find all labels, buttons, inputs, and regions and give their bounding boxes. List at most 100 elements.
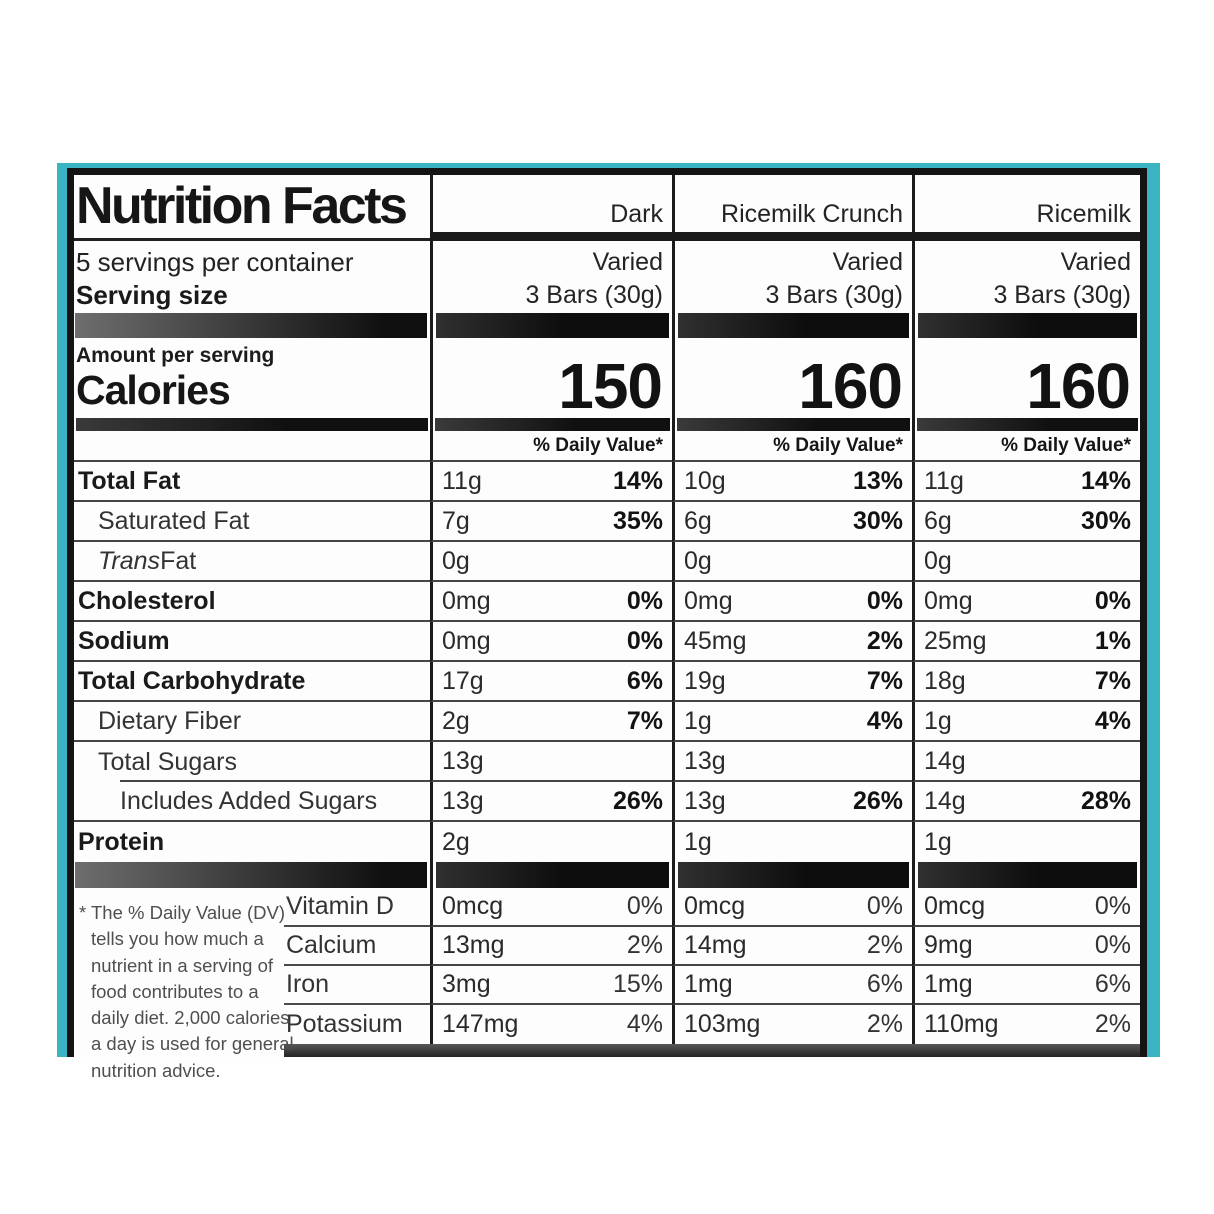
nutrient-label: Dietary Fiber (74, 702, 430, 742)
vitamin-dv: 2% (866, 931, 903, 959)
divider-bar (912, 418, 1140, 431)
label-title: Nutrition Facts (74, 175, 430, 241)
vitamin-cell: 14mg 2% (672, 927, 912, 966)
vitamin-amount: 147mg (442, 1010, 519, 1038)
nutrient-dv: 2% (866, 626, 903, 655)
nutrient-cell: 7g 35% (430, 502, 672, 542)
serving-info-col: Varied 3 Bars (30g) (912, 241, 1140, 313)
divider-bar (430, 862, 672, 888)
divider-bar (912, 313, 1140, 338)
vitamins-section: * The % Daily Value (DV) tells you how m… (74, 888, 1140, 1081)
vitamin-cell: 0mcg 0% (912, 888, 1140, 927)
nutrient-amount: 11g (924, 466, 964, 495)
vitamin-cell: 13mg 2% (430, 927, 672, 966)
nutrient-amount: 0g (684, 546, 712, 575)
nutrient-dv: 7% (866, 666, 903, 695)
nutrient-cell: 1g 4% (912, 702, 1140, 742)
serving-info: 5 servings per container Serving size (74, 241, 430, 313)
nutrient-dv: 7% (626, 706, 663, 735)
daily-value-header: % Daily Value* (672, 431, 912, 462)
nutrient-dv: 6% (626, 666, 663, 695)
daily-value-footnote: * The % Daily Value (DV) tells you how m… (79, 902, 294, 1081)
nutrient-dv: 1% (1094, 626, 1131, 655)
nutrient-cell: 14g 28% (912, 782, 1140, 822)
nutrient-dv: 0% (1094, 586, 1131, 615)
amount-per-serving-label: Amount per serving (76, 344, 275, 367)
vitamin-label: Calcium (74, 927, 430, 966)
vitamin-dv: 2% (626, 931, 663, 959)
vitamin-label: Vitamin D (74, 888, 430, 927)
nutrient-amount: 0g (924, 546, 952, 575)
nutrient-cell: 45mg 2% (672, 622, 912, 662)
nutrient-label: Cholesterol (74, 582, 430, 622)
nutrient-dv: 4% (1094, 706, 1131, 735)
vitamin-amount: 0mcg (684, 892, 746, 920)
nutrient-amount: 11g (442, 466, 482, 495)
calories-value: 160 (912, 338, 1140, 418)
divider-bar (912, 862, 1140, 888)
nutrient-cell: 13g 26% (430, 782, 672, 822)
nutrient-cell: 25mg 1% (912, 622, 1140, 662)
nutrient-amount: 0mg (442, 626, 491, 655)
vitamin-cell: 103mg 2% (672, 1005, 912, 1044)
nutrient-dv: 35% (612, 506, 663, 535)
nutrient-cell: 0mg 0% (430, 582, 672, 622)
vitamin-cell: 110mg 2% (912, 1005, 1140, 1044)
nutrient-dv: 26% (612, 786, 663, 815)
nutrient-amount: 13g (684, 746, 726, 775)
serving-info-col: Varied 3 Bars (30g) (430, 241, 672, 313)
nutrient-label: Trans Fat (74, 542, 430, 582)
nutrient-label: Saturated Fat (74, 502, 430, 542)
nutrient-amount: 13g (442, 746, 484, 775)
nutrient-dv: 30% (1080, 506, 1131, 535)
nutrient-amount: 18g (924, 666, 966, 695)
serving-size-value: 3 Bars (30g) (765, 281, 903, 309)
vitamin-cell: 147mg 4% (430, 1005, 672, 1044)
vitamin-dv: 2% (1094, 1010, 1131, 1038)
nutrient-cell: 1g 4% (672, 702, 912, 742)
nutrient-dv: 28% (1080, 786, 1131, 815)
vitamin-amount: 103mg (684, 1010, 761, 1038)
divider-bar (74, 313, 430, 338)
vitamin-dv: 0% (866, 892, 903, 920)
nutrient-cell: 10g 13% (672, 462, 912, 502)
nutrient-amount: 6g (684, 506, 712, 535)
nutrient-cell: 14g (912, 742, 1140, 782)
divider-bar (672, 313, 912, 338)
nutrient-amount: 13g (684, 786, 726, 815)
nutrient-amount: 10g (684, 466, 726, 495)
divider-bar (672, 862, 912, 888)
vitamin-amount: 9mg (924, 931, 973, 959)
nutrient-dv: 14% (1080, 466, 1131, 495)
nutrition-label-box: Nutrition Facts Dark Ricemilk Crunch Ric… (57, 163, 1160, 1081)
nutrient-amount: 0mg (442, 586, 491, 615)
nutrient-cell: 0g (430, 542, 672, 582)
nutrient-amount: 6g (924, 506, 952, 535)
column-name-ricemilk: Ricemilk (912, 175, 1140, 241)
serving-varied: Varied (832, 248, 903, 276)
nutrient-amount: 13g (442, 786, 484, 815)
nutrient-amount: 0mg (684, 586, 733, 615)
vitamin-cell: 9mg 0% (912, 927, 1140, 966)
nutrient-cell: 13g (672, 742, 912, 782)
nutrient-cell: 0mg 0% (672, 582, 912, 622)
nutrient-dv: 0% (626, 626, 663, 655)
servings-per-container: 5 servings per container (76, 247, 354, 277)
serving-size-value: 3 Bars (30g) (993, 281, 1131, 309)
nutrient-cell: 13g 26% (672, 782, 912, 822)
nutrient-amount: 2g (442, 827, 470, 856)
divider-bar (430, 418, 672, 431)
vitamin-cell: 1mg 6% (672, 966, 912, 1005)
nutrient-cell: 11g 14% (912, 462, 1140, 502)
serving-info-col: Varied 3 Bars (30g) (672, 241, 912, 313)
nutrient-cell: 1g (672, 822, 912, 862)
vitamin-dv: 0% (1094, 892, 1131, 920)
nutrient-cell: 1g (912, 822, 1140, 862)
vitamin-dv: 0% (1094, 931, 1131, 959)
nutrient-dv: 0% (866, 586, 903, 615)
nutrient-dv: 30% (852, 506, 903, 535)
serving-varied: Varied (1060, 248, 1131, 276)
vitamin-cell: 3mg 15% (430, 966, 672, 1005)
column-name-dark: Dark (430, 175, 672, 241)
calories-value: 150 (430, 338, 672, 418)
